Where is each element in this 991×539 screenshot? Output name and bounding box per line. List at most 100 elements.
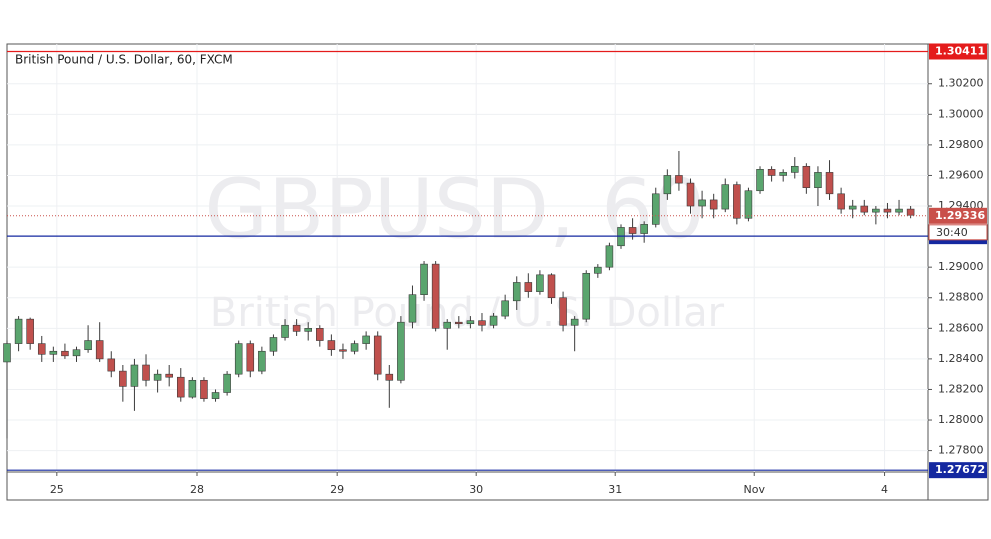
candle-body — [130, 364, 139, 387]
candle-body — [721, 184, 730, 210]
candle-body — [327, 340, 336, 351]
candle-body — [281, 324, 289, 338]
candle-body — [709, 199, 718, 210]
chart-title: British Pound / U.S. Dollar, 60, FXCM — [15, 53, 233, 67]
candle-body — [489, 315, 498, 326]
level-label-bg — [929, 462, 987, 479]
grid — [7, 44, 928, 472]
x-tick-label: 31 — [608, 483, 622, 496]
candle-body — [767, 169, 776, 176]
candle-body — [466, 320, 475, 325]
last-price-label: 1.29336 — [935, 209, 985, 222]
level-label-bg — [929, 43, 987, 60]
candle-body — [570, 318, 579, 326]
x-tick-label: 28 — [190, 483, 204, 496]
candle-body — [802, 165, 811, 188]
y-tick-label: 1.28600 — [938, 321, 984, 334]
candle-body — [744, 190, 753, 219]
frame — [6, 43, 989, 501]
candle-body — [84, 340, 92, 351]
candle-body — [779, 172, 787, 176]
candle-body — [675, 175, 683, 184]
y-tick-label: 1.29000 — [938, 260, 984, 273]
level-label: 1.27672 — [935, 463, 985, 476]
candle-body — [362, 335, 370, 344]
candle-body — [119, 370, 127, 387]
candle-body — [72, 349, 81, 357]
candle-body — [95, 340, 104, 360]
candle-body — [292, 324, 301, 332]
candle-body — [524, 282, 533, 292]
candle-body — [223, 373, 231, 393]
x-tick-label: 25 — [50, 483, 64, 496]
y-tick-label: 1.28400 — [938, 352, 984, 365]
candle-body — [605, 245, 614, 268]
candle-body — [49, 350, 58, 355]
candle-body — [501, 300, 509, 317]
candle-body — [26, 318, 34, 344]
candle-body — [443, 321, 452, 329]
candle-body — [142, 364, 150, 381]
candle-body — [176, 376, 185, 398]
last-price-bg — [929, 207, 987, 224]
candle-body — [686, 182, 695, 207]
candle-body — [594, 266, 602, 274]
candle-body — [547, 274, 556, 299]
candle-body — [258, 350, 266, 372]
candle-body — [385, 373, 394, 381]
candle-body — [906, 208, 915, 216]
axis: 1.27800 1.28000 1.28200 1.28400 1.28600 1.288… — [50, 43, 988, 496]
candle-body — [628, 227, 637, 234]
candle-body — [698, 199, 706, 207]
candle-body — [408, 294, 417, 323]
candle-body — [478, 320, 486, 326]
candle-body — [350, 343, 359, 352]
candle-body — [61, 350, 69, 357]
candle-body — [373, 335, 382, 375]
countdown-label: 30:40 — [936, 226, 968, 239]
candle-body — [165, 373, 173, 378]
y-tick-label: 1.30000 — [938, 107, 984, 120]
candle-body — [536, 274, 544, 292]
candle-body — [304, 328, 312, 332]
candle-body — [848, 205, 857, 210]
y-tick-label: 1.28800 — [938, 291, 984, 304]
candle-body — [3, 343, 11, 363]
candle-body — [234, 343, 243, 375]
countdown-bg — [928, 224, 988, 241]
y-tick-label: 1.29800 — [938, 138, 984, 151]
x-tick-label: 4 — [881, 483, 888, 496]
candle-body — [339, 349, 347, 352]
candle-body — [790, 165, 799, 173]
x-tick-label: 29 — [330, 483, 344, 496]
candle-body — [316, 328, 324, 341]
candle-body — [269, 337, 278, 352]
candle-body — [200, 379, 208, 399]
watermark-symbol: GBPUSD, 60 — [205, 162, 706, 257]
candle-body — [651, 193, 660, 225]
x-tick-label: 30 — [469, 483, 483, 496]
candle-body — [397, 321, 405, 381]
y-tick-label: 1.27800 — [938, 444, 984, 457]
candle-body — [188, 379, 197, 398]
candle-body — [814, 172, 822, 188]
candle-body — [455, 321, 463, 325]
candle-body — [837, 193, 845, 210]
y-tick-label: 1.30200 — [938, 77, 984, 90]
candle-body — [872, 208, 880, 213]
candle-body — [640, 224, 648, 234]
candle-body — [895, 208, 903, 213]
candle-body — [756, 169, 764, 192]
candle-body — [37, 343, 46, 355]
candle-body — [733, 184, 741, 219]
level-label: 1.30411 — [935, 44, 985, 57]
candle-body — [860, 205, 869, 213]
candle-body — [663, 175, 672, 195]
candle-body — [582, 272, 591, 320]
plot — [3, 50, 928, 471]
candle-body — [825, 172, 834, 195]
candle-body — [107, 358, 116, 372]
x-tick-label: Nov — [743, 483, 765, 496]
candle-body — [512, 282, 521, 302]
